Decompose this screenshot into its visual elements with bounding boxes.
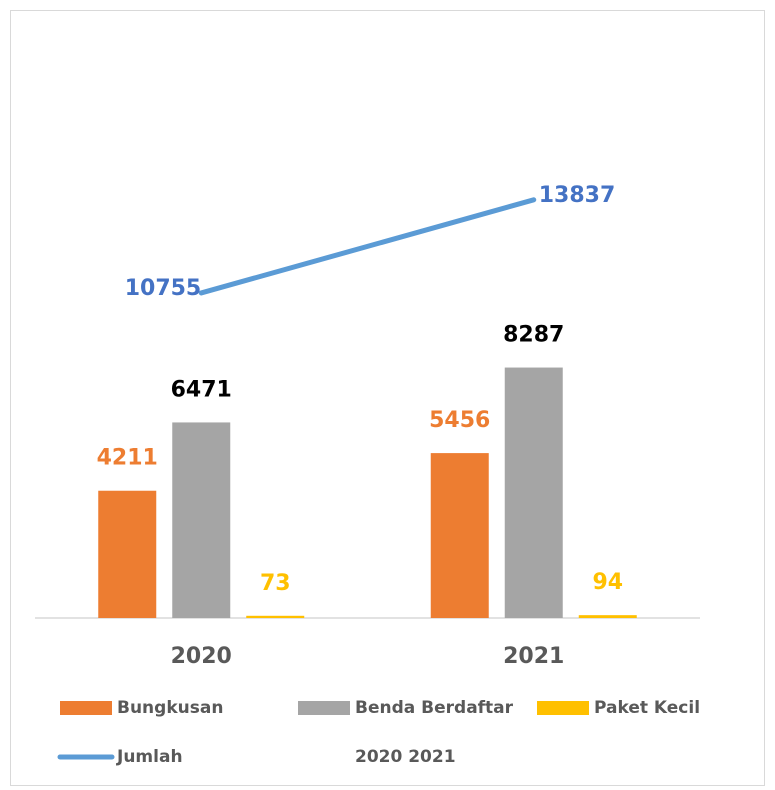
legend-label: Paket Kecil: [594, 698, 700, 718]
legend-swatch: [298, 701, 350, 715]
data-label: 6471: [171, 377, 232, 402]
x-tick-label: 2021: [503, 644, 564, 669]
bar: [504, 367, 563, 618]
line: [198, 197, 537, 296]
bar: [98, 490, 157, 618]
data-label: 8287: [503, 323, 564, 348]
chart-frame: [10, 10, 765, 786]
data-label: 13837: [539, 183, 616, 208]
x-tick-label: 2020: [171, 644, 232, 669]
bar: [246, 615, 305, 618]
legend-label: Benda Berdaftar: [355, 698, 514, 718]
data-label: 4211: [97, 446, 158, 471]
legend-label: Bungkusan: [117, 698, 223, 718]
legend-note: 2020 2021: [355, 747, 456, 767]
bar: [578, 615, 637, 618]
legend-swatch: [537, 701, 589, 715]
data-label: 94: [592, 570, 623, 595]
data-label: 10755: [125, 276, 202, 301]
bar: [172, 422, 231, 618]
legend-label: Jumlah: [116, 747, 183, 767]
legend-swatch: [60, 701, 112, 715]
data-label: 5456: [429, 408, 490, 433]
bar: [430, 453, 489, 618]
data-label: 73: [260, 571, 291, 596]
